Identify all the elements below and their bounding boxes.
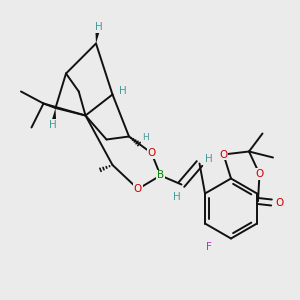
Text: H: H	[49, 119, 56, 130]
Polygon shape	[52, 108, 56, 120]
Polygon shape	[95, 31, 100, 44]
Text: O: O	[134, 184, 142, 194]
Text: H: H	[95, 22, 103, 32]
Text: F: F	[206, 242, 212, 253]
Text: B: B	[157, 170, 164, 181]
Text: H: H	[173, 191, 181, 202]
Text: O: O	[147, 148, 156, 158]
Text: O: O	[219, 149, 228, 160]
Text: H: H	[119, 86, 127, 97]
Text: H: H	[205, 154, 212, 164]
Text: H: H	[142, 134, 149, 142]
Text: O: O	[275, 197, 283, 208]
Text: O: O	[255, 169, 264, 179]
